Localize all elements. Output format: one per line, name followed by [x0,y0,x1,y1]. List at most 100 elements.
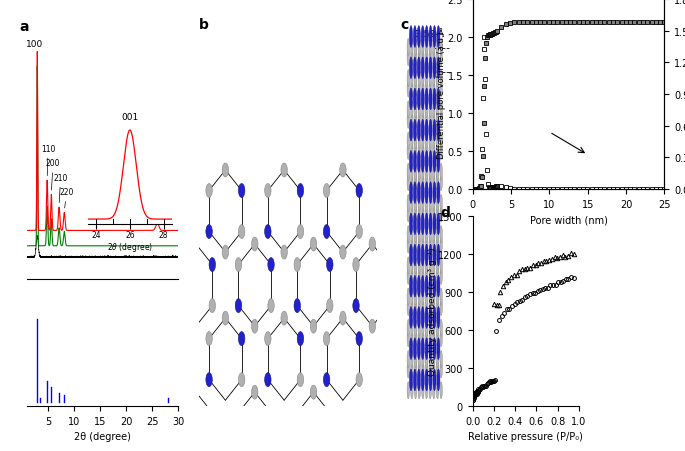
Circle shape [421,27,424,48]
Circle shape [440,133,443,150]
Circle shape [410,338,412,360]
Circle shape [418,361,421,378]
Circle shape [436,112,438,129]
Circle shape [436,351,438,368]
Circle shape [413,120,416,142]
Circle shape [418,289,421,305]
Circle shape [407,50,410,67]
Circle shape [425,213,428,235]
Circle shape [297,184,303,198]
Circle shape [425,50,427,67]
Y-axis label: Differential pore volume (a.u.): Differential pore volume (a.u.) [437,31,446,158]
Circle shape [429,58,432,79]
Circle shape [425,369,428,391]
Circle shape [411,382,413,399]
Circle shape [417,182,421,204]
Circle shape [407,289,410,305]
Circle shape [340,164,346,178]
Circle shape [433,236,435,253]
Circle shape [425,338,428,360]
Circle shape [414,267,416,285]
Circle shape [433,338,436,360]
Circle shape [433,70,435,87]
Circle shape [425,70,427,87]
Circle shape [411,39,413,56]
Circle shape [425,27,428,48]
Circle shape [422,174,424,191]
Circle shape [414,133,416,150]
Circle shape [429,205,432,222]
Circle shape [353,299,359,313]
Circle shape [410,276,412,298]
Circle shape [222,312,229,325]
Circle shape [323,184,330,198]
Circle shape [410,182,412,204]
Circle shape [264,373,271,387]
Circle shape [411,101,413,119]
Circle shape [414,351,416,368]
Circle shape [411,257,413,274]
Circle shape [407,361,410,378]
Circle shape [433,151,436,173]
Circle shape [418,50,421,67]
Circle shape [418,81,421,98]
Circle shape [433,50,435,67]
Circle shape [429,338,432,360]
Circle shape [411,205,413,222]
Circle shape [422,164,424,181]
Circle shape [297,225,303,239]
Circle shape [422,351,424,368]
Circle shape [407,195,410,212]
Circle shape [418,330,421,347]
Circle shape [407,299,410,316]
Circle shape [429,133,432,150]
Circle shape [310,238,316,252]
Circle shape [417,27,421,48]
Circle shape [417,369,421,391]
Circle shape [414,299,416,316]
Circle shape [429,143,432,160]
Circle shape [413,213,416,235]
Circle shape [425,151,428,173]
Circle shape [425,361,427,378]
Circle shape [440,351,443,368]
Circle shape [433,213,436,235]
Circle shape [433,299,435,316]
Circle shape [433,120,436,142]
Circle shape [407,257,410,274]
Circle shape [414,257,416,274]
Circle shape [425,133,427,150]
Circle shape [429,276,432,298]
Circle shape [411,299,413,316]
Circle shape [418,143,421,160]
Circle shape [433,89,436,110]
Circle shape [281,312,287,325]
Circle shape [206,332,212,346]
Circle shape [429,50,432,67]
Text: 210: 210 [53,173,68,203]
Circle shape [422,361,424,378]
Circle shape [433,226,435,243]
Circle shape [437,151,440,173]
Circle shape [294,299,301,313]
Circle shape [417,276,421,298]
Circle shape [417,244,421,266]
Circle shape [411,361,413,378]
Circle shape [251,319,258,333]
Circle shape [414,226,416,243]
Circle shape [413,307,416,329]
Circle shape [433,289,435,305]
Circle shape [418,205,421,222]
Circle shape [437,307,440,329]
Circle shape [414,320,416,336]
Circle shape [340,245,346,259]
Circle shape [418,174,421,191]
Circle shape [421,276,424,298]
Circle shape [425,382,427,399]
Circle shape [238,332,245,346]
Circle shape [414,112,416,129]
Circle shape [437,120,440,142]
Circle shape [310,319,316,333]
Circle shape [222,245,229,259]
Circle shape [238,184,245,198]
